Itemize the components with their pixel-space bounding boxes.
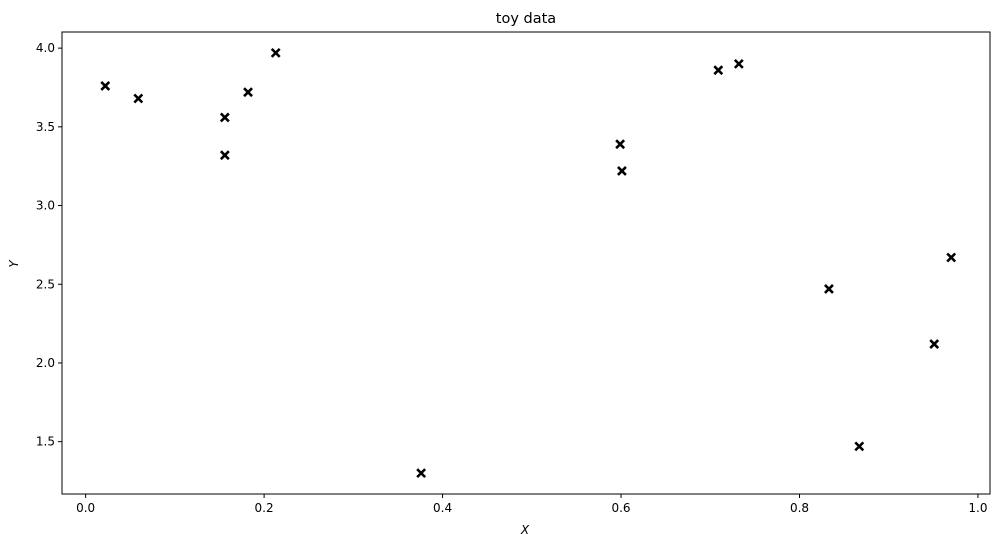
x-tick-label: 0.6 [611, 501, 630, 515]
chart-title: toy data [496, 11, 556, 27]
y-tick-label: 2.0 [36, 356, 55, 370]
x-tick-label: 0.2 [255, 501, 274, 515]
x-tick-label: 1.0 [968, 501, 987, 515]
data-point [617, 165, 627, 176]
x-axis-label: X [520, 523, 530, 537]
x-tick-label: 0.8 [790, 501, 809, 515]
y-tick-label: 1.5 [36, 435, 55, 449]
data-point [100, 80, 111, 91]
data-point [219, 112, 230, 123]
x-tick-label: 0.4 [433, 501, 452, 515]
data-point [713, 65, 724, 76]
y-tick-label: 3.0 [36, 199, 55, 213]
data-point [929, 339, 940, 349]
y-tick-label: 2.5 [36, 277, 55, 291]
y-axis-label: Y [7, 259, 21, 268]
data-point [243, 87, 253, 98]
data-point [133, 93, 144, 104]
data-point [824, 284, 834, 294]
data-point [615, 139, 626, 150]
plot-frame [61, 31, 991, 495]
y-tick-label: 4.0 [36, 41, 55, 55]
x-tick-label: 0.0 [76, 501, 95, 515]
data-point [270, 47, 281, 58]
data-point [946, 252, 957, 263]
y-tick-label: 3.5 [36, 120, 55, 134]
data-point [219, 150, 230, 161]
data-point [733, 58, 744, 69]
data-point [854, 441, 865, 452]
plot-area: 0.0 0.2 0.4 0.6 0.8 1.0 1.5 2.0 2.5 3.0 3.5 4.0 [36, 31, 991, 515]
data-point [416, 468, 427, 479]
